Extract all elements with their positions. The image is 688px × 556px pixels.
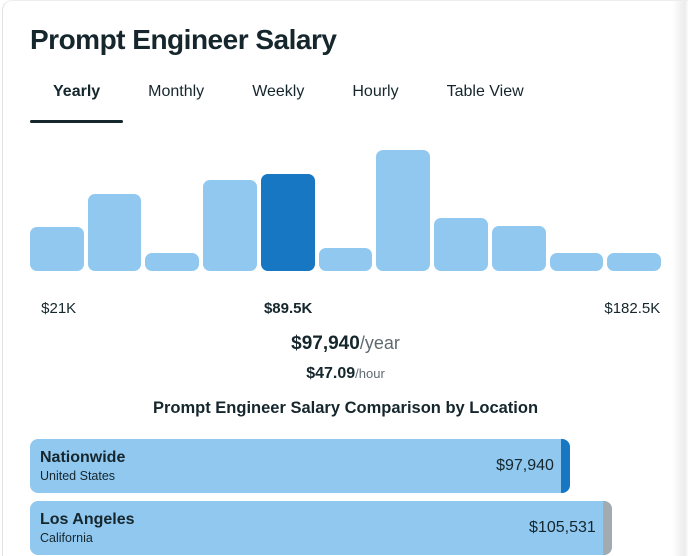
histogram-x-tick-label: $89.5K	[263, 300, 313, 317]
location-region: California	[40, 531, 93, 545]
histogram-x-tick-label: $21K	[41, 300, 77, 317]
location-comparison-bars: Nationwide United States $97,940 Los Angele…	[30, 439, 661, 555]
yearly-salary-unit: /year	[359, 333, 400, 353]
tab-yearly[interactable]: Yearly	[30, 81, 124, 123]
hourly-salary-value: $47.09	[306, 365, 356, 382]
period-tabs: Yearly Monthly Weekly Hourly Table View	[30, 81, 661, 123]
hourly-salary-summary: $47.09/hour	[30, 366, 661, 382]
tab-table-view[interactable]: Table View	[446, 83, 524, 100]
histogram-bar-highlighted[interactable]	[260, 174, 315, 271]
yearly-salary-summary: $97,940/year	[30, 333, 661, 354]
location-bar-end-cap	[560, 439, 570, 493]
location-bar: Nationwide United States $97,940	[30, 439, 570, 493]
location-name: Los Angeles	[40, 511, 135, 528]
salary-histogram	[30, 150, 662, 271]
comparison-section-title: Prompt Engineer Salary Comparison by Loc…	[152, 399, 539, 417]
histogram-bar[interactable]	[491, 226, 546, 271]
location-salary-value: $97,940	[496, 457, 554, 474]
location-bar: Los Angeles California $105,531	[30, 501, 612, 555]
location-name: Nationwide	[40, 449, 126, 466]
hourly-salary-unit: /hour	[355, 366, 385, 381]
histogram-bar[interactable]	[607, 252, 662, 271]
tab-monthly[interactable]: Monthly	[148, 83, 205, 100]
location-region: United States	[40, 469, 116, 483]
histogram-bar[interactable]	[87, 193, 142, 271]
histogram-bar[interactable]	[30, 227, 84, 271]
page-title: Prompt Engineer Salary	[30, 24, 337, 55]
tab-weekly[interactable]: Weekly	[252, 83, 305, 100]
histogram-bar[interactable]	[376, 150, 431, 271]
location-bar-end-cap	[602, 501, 612, 555]
location-salary-value: $105,531	[529, 519, 596, 536]
yearly-salary-value: $97,940	[291, 333, 360, 354]
histogram-bar[interactable]	[145, 252, 200, 271]
histogram-bar[interactable]	[549, 252, 604, 271]
histogram-bar[interactable]	[203, 180, 257, 271]
tab-hourly[interactable]: Hourly	[352, 83, 399, 100]
histogram-bar[interactable]	[434, 217, 488, 271]
salary-histogram-ticks: $21K $89.5K $182.5K	[30, 300, 661, 317]
histogram-bar[interactable]	[318, 248, 373, 271]
histogram-x-tick-label: $182.5K	[604, 300, 661, 317]
